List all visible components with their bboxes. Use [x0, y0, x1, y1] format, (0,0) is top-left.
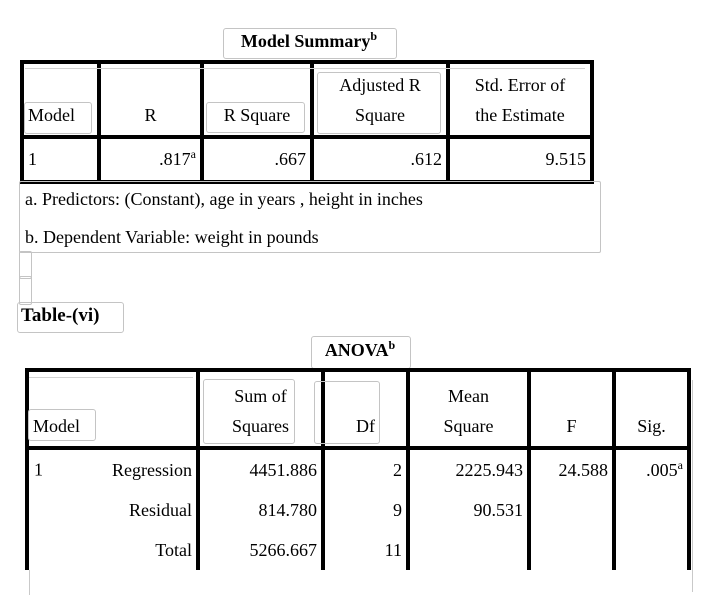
- cell-f: [527, 530, 616, 570]
- cell-sum-of-squares: 4451.886: [196, 448, 325, 490]
- anova-header-mean-line1: Mean: [448, 386, 489, 406]
- anova-bottom-left-annotation-line: [29, 570, 30, 595]
- header-r-square-label: R Square: [223, 105, 291, 125]
- cell-r-square-value: .667: [200, 135, 314, 184]
- cell-sig: .005a: [612, 448, 691, 490]
- header-std-error-line1: Std. Error of: [474, 75, 566, 95]
- footnote-a: a. Predictors: (Constant), age in years …: [25, 189, 423, 209]
- header-adjusted-r-line1: Adjusted R: [339, 75, 421, 95]
- cell-r-value: .817a: [97, 135, 204, 184]
- cell-sig: [612, 530, 691, 570]
- sig-value: .005: [646, 459, 678, 480]
- cell-mean-square: 90.531: [406, 490, 531, 530]
- margin-annotation-box-1: [19, 251, 32, 279]
- header-r-square: R Square: [200, 60, 314, 139]
- model-summary-title-text: Model Summary: [240, 31, 371, 51]
- header-adjusted-r-line2: Square: [355, 105, 405, 125]
- anova-header-df-label: Df: [356, 416, 375, 436]
- header-std-error: Std. Error of the Estimate: [446, 60, 594, 139]
- anova-row-residual: Residual 814.780 9 90.531: [25, 490, 691, 530]
- anova-header-f: F: [527, 368, 616, 450]
- anova-table: Model Sum of Squares Df Mean Square F Si…: [25, 368, 691, 570]
- cell-sig: [612, 490, 691, 530]
- header-r-label: R: [144, 105, 157, 125]
- anova-header-mean-square: Mean Square: [406, 368, 531, 450]
- model-summary-header-row: Model R R Square Adjusted R Square Std. …: [20, 60, 594, 139]
- cell-model-label: Residual: [25, 490, 200, 530]
- row-label: Total: [155, 539, 192, 560]
- anova-header-sig-label: Sig.: [637, 416, 666, 436]
- cell-df: 9: [321, 490, 410, 530]
- anova-title: ANOVAb: [311, 338, 409, 361]
- cell-model-number: 1: [20, 135, 101, 184]
- footnote-b: b. Dependent Variable: weight in pounds: [25, 227, 319, 247]
- cell-mean-square: 2225.943: [406, 448, 531, 490]
- anova-title-text: ANOVA: [324, 340, 389, 360]
- anova-header-mean-line2: Square: [443, 416, 494, 436]
- row-label: Regression: [112, 459, 192, 480]
- r-value-superscript: a: [190, 147, 196, 161]
- anova-header-sig: Sig.: [612, 368, 691, 450]
- anova-header-sum-of-squares: Sum of Squares: [196, 368, 325, 450]
- cell-model-label: 1 Regression: [25, 448, 200, 490]
- header-model-label: Model: [28, 105, 75, 125]
- header-model: Model: [20, 60, 101, 139]
- model-summary-title-superscript: b: [370, 29, 378, 43]
- cell-sum-of-squares: 5266.667: [196, 530, 325, 570]
- cell-mean-square: [406, 530, 531, 570]
- sig-superscript: a: [677, 457, 683, 472]
- header-r: R: [97, 60, 204, 139]
- cell-f: 24.588: [527, 448, 616, 490]
- anova-header-row: Model Sum of Squares Df Mean Square F Si…: [25, 368, 691, 450]
- cell-model-label: Total: [25, 530, 200, 570]
- anova-header-model: Model: [25, 368, 200, 450]
- cell-sum-of-squares: 814.780: [196, 490, 325, 530]
- model-summary-data-row: 1 .817a .667 .612 9.515: [20, 135, 594, 184]
- cell-adjusted-r-square-value: .612: [310, 135, 450, 184]
- anova-header-model-label: Model: [33, 416, 80, 436]
- anova-header-df: Df: [321, 368, 410, 450]
- table-caption: Table-(vi): [21, 305, 100, 326]
- header-std-error-line2: the Estimate: [475, 105, 565, 125]
- margin-annotation-box-2: [19, 276, 32, 305]
- model-summary-title: Model Summaryb: [223, 29, 395, 52]
- cell-df: 2: [321, 448, 410, 490]
- anova-header-sum-line2: Squares: [232, 416, 289, 436]
- cell-df: 11: [321, 530, 410, 570]
- cell-f: [527, 490, 616, 530]
- anova-title-superscript: b: [388, 338, 396, 352]
- anova-row-regression: 1 Regression 4451.886 2 2225.943 24.588 .…: [25, 448, 691, 490]
- anova-right-annotation-line: [692, 380, 693, 592]
- anova-header-sum-line1: Sum of: [234, 386, 287, 406]
- model-number: 1: [34, 459, 43, 480]
- anova-row-total: Total 5266.667 11: [25, 530, 691, 570]
- cell-std-error-value: 9.515: [446, 135, 594, 184]
- row-label: Residual: [129, 499, 192, 520]
- header-adjusted-r-square: Adjusted R Square: [310, 60, 450, 139]
- r-value: .817: [159, 149, 191, 169]
- anova-header-f-label: F: [566, 416, 577, 436]
- model-summary-table: Model R R Square Adjusted R Square Std. …: [20, 60, 594, 184]
